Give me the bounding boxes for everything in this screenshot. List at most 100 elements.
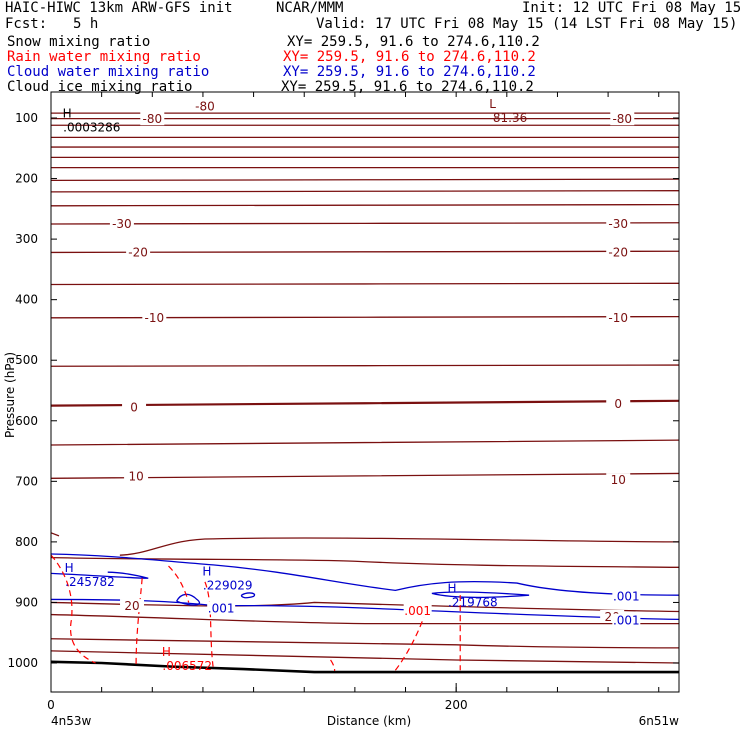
- field-snow-xy: XY= 259.5, 91.6 to 274.6,110.2: [287, 34, 540, 50]
- extremum-value: .219768: [448, 595, 498, 609]
- label-background: [612, 613, 641, 627]
- forecast-hours: 5 h: [73, 16, 99, 32]
- extremum-marker: L: [489, 97, 496, 111]
- isotherm-line: [50, 282, 680, 286]
- extremum-value: .006572: [162, 659, 212, 673]
- isotherm-label: 0: [130, 400, 138, 414]
- left-endpoint-label: 4n53w: [51, 714, 92, 728]
- contour-value-label: .001: [404, 604, 431, 618]
- cloud-water-contour: [50, 553, 680, 596]
- field-cloudice-xy: XY= 259.5, 91.6 to 274.6,110.2: [281, 79, 534, 95]
- field-cloudice-name: Cloud ice mixing ratio: [7, 79, 193, 95]
- valid-time: Valid: 17 UTC Fri 08 May 15 (14 LST Fri …: [316, 16, 738, 32]
- rain-water-contour: [330, 659, 336, 671]
- cloud-water-contour: [50, 598, 680, 621]
- y-tick-label: 1000: [7, 656, 38, 670]
- isotherm-line: [50, 439, 680, 446]
- forecast-label: Fcst:: [5, 16, 48, 32]
- y-tick-label: 500: [15, 353, 38, 367]
- label-background: [606, 216, 631, 230]
- contour-value-label: .001: [208, 602, 235, 616]
- rain-water-contour: [50, 554, 96, 664]
- right-endpoint-label: 6n51w: [639, 714, 680, 728]
- isotherm-label: -80: [195, 99, 215, 113]
- isotherm-line: [50, 601, 680, 613]
- label-background: [142, 310, 167, 324]
- label-background: [612, 589, 641, 603]
- isotherm-line: [50, 178, 680, 182]
- cloud-water-contour: [50, 571, 149, 579]
- label-background: [610, 112, 635, 126]
- isotherm-line: [50, 638, 680, 649]
- y-tick-label: 600: [15, 414, 38, 428]
- y-tick-label: 100: [15, 111, 38, 125]
- isotherm-label: -80: [142, 112, 162, 126]
- y-axis-label: Pressure (hPa): [3, 352, 17, 438]
- label-background: [606, 310, 631, 324]
- cloud-water-contour: [240, 592, 256, 599]
- field-rain-name: Rain water mixing ratio: [7, 49, 201, 65]
- y-tick-label: 300: [15, 232, 38, 246]
- label-layer: -80-80 -80-30 -30-20 -20-10 -100 010 102020H.0…: [63, 97, 641, 673]
- isotherm-label: -10: [145, 311, 165, 325]
- isotherm-line: [50, 556, 680, 568]
- extremum-value: -81.36: [489, 111, 528, 125]
- field-cloudwater-xy: XY= 259.5, 91.6 to 274.6,110.2: [283, 64, 536, 80]
- rain-water-contour: [204, 581, 214, 667]
- cloud-water-contour: [431, 591, 530, 599]
- cloud-layer: [50, 553, 680, 671]
- y-tick-label: 400: [15, 293, 38, 307]
- label-background: [124, 469, 149, 483]
- x-axis-label: Distance (km): [327, 714, 411, 728]
- label-background: [606, 245, 631, 259]
- contour-value-label: .001: [613, 589, 640, 603]
- y-tick-label: 900: [15, 595, 38, 609]
- rain-water-contour: [394, 617, 425, 671]
- isotherm-label: -20: [128, 245, 148, 259]
- isotherm-label: -20: [608, 245, 628, 259]
- label-background: [192, 99, 217, 113]
- cloud-water-contour: [176, 593, 201, 606]
- isotherm-label: -30: [112, 217, 132, 231]
- isotherm-label: 10: [611, 473, 626, 487]
- init-time: Init: 12 UTC Fri 08 May 15: [522, 0, 740, 16]
- y-tick-label: 700: [15, 474, 38, 488]
- isotherm-label: 10: [128, 469, 143, 483]
- extremum-value: .229029: [203, 578, 253, 592]
- label-background: [122, 400, 147, 414]
- extremum-marker: H: [448, 581, 457, 595]
- field-rain-xy: XY= 259.5, 91.6 to 274.6,110.2: [283, 49, 536, 65]
- label-background: [140, 112, 165, 126]
- rain-water-contour: [168, 565, 190, 603]
- label-background: [126, 245, 151, 259]
- isotherm-label: 0: [614, 397, 622, 411]
- rain-water-contour: [135, 578, 143, 665]
- isotherm-label: -80: [612, 112, 632, 126]
- isotherm-line: [50, 364, 680, 367]
- isotherm-line: [50, 315, 680, 319]
- label-background: [109, 216, 134, 230]
- label-background: [207, 601, 236, 615]
- extremum-marker: H: [162, 645, 171, 659]
- extremum-value: .0003286: [63, 121, 120, 135]
- isotherm-line: [50, 613, 679, 625]
- org-label: NCAR/MMM: [276, 0, 344, 16]
- isotherm-line: [50, 650, 680, 664]
- extremum-marker: H: [202, 564, 211, 578]
- isotherm-line: [50, 222, 680, 225]
- isotherm-label: -30: [608, 217, 628, 231]
- extremum-value: .245782: [65, 575, 115, 589]
- field-cloudwater-name: Cloud water mixing ratio: [7, 64, 210, 80]
- x-tick-label: 200: [445, 698, 468, 712]
- extremum-marker: H: [65, 561, 74, 575]
- terrain-line: [50, 660, 679, 674]
- label-background: [606, 473, 631, 487]
- isotherm-label: -10: [608, 311, 628, 325]
- isotherm-line: [50, 190, 680, 193]
- label-background: [403, 603, 432, 617]
- label-background: [120, 599, 145, 613]
- x-tick-label: 0: [47, 698, 55, 712]
- extremum-marker: H: [63, 107, 72, 121]
- plot-frame: [50, 91, 680, 693]
